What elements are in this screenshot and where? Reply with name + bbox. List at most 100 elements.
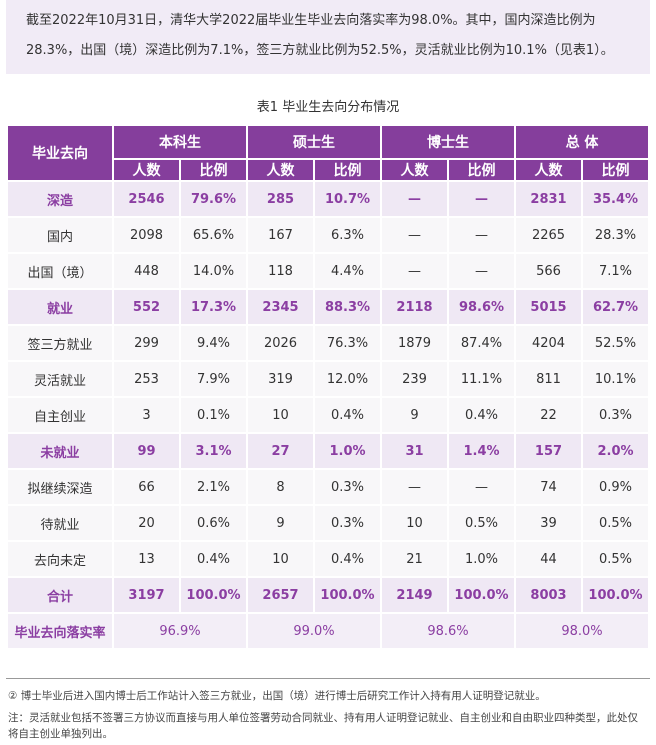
table-cell: 0.9%	[583, 470, 648, 504]
row-header: 毕业去向	[8, 126, 112, 180]
category-row: 未就业 99 3.1% 27 1.0% 31 1.4% 157 2.0%	[8, 434, 648, 468]
footnote: ② 博士毕业后进入国内博士后工作站计入签三方就业，出国（境）进行博士后研究工作计…	[8, 690, 546, 702]
table-row: 待就业 20 0.6% 9 0.3% 10 0.5% 39 0.5%	[8, 506, 648, 540]
divider	[6, 678, 650, 679]
table-cell: 0.3%	[583, 398, 648, 432]
table-cell: 1.0%	[315, 434, 380, 468]
table-cell: 319	[248, 362, 313, 396]
table-cell: —	[382, 218, 447, 252]
table-cell: 2265	[516, 218, 581, 252]
table-row: 去向未定 13 0.4% 10 0.4% 21 1.0% 44 0.5%	[8, 542, 648, 576]
row-label: 去向未定	[8, 542, 112, 576]
table-cell: 4204	[516, 326, 581, 360]
row-label: 未就业	[8, 434, 112, 468]
table-cell: 4.4%	[315, 254, 380, 288]
row-label: 自主创业	[8, 398, 112, 432]
group-header: 博士生	[382, 126, 514, 158]
table-cell: 14.0%	[181, 254, 246, 288]
table-cell: 98.6%	[449, 290, 514, 324]
table-cell: 285	[248, 182, 313, 216]
table-cell: 6.3%	[315, 218, 380, 252]
table-cell: 10	[248, 542, 313, 576]
table-row: 自主创业 3 0.1% 10 0.4% 9 0.4% 22 0.3%	[8, 398, 648, 432]
table-cell: 118	[248, 254, 313, 288]
graduate-destination-table: 毕业去向 本科生 硕士生 博士生 总 体 人数 比例 人数 比例 人数 比例 人数 比例 深造…	[6, 124, 650, 650]
table-cell: 8	[248, 470, 313, 504]
table-cell: 3197	[114, 578, 179, 612]
table-cell: 1879	[382, 326, 447, 360]
table-cell: 0.6%	[181, 506, 246, 540]
table-cell: —	[449, 218, 514, 252]
row-label: 待就业	[8, 506, 112, 540]
table-cell: 28.3%	[583, 218, 648, 252]
table-cell: 10	[248, 398, 313, 432]
table-cell: 253	[114, 362, 179, 396]
table-cell: 27	[248, 434, 313, 468]
table-cell: 2118	[382, 290, 447, 324]
table-cell: 13	[114, 542, 179, 576]
count-header: 人数	[248, 160, 313, 180]
table-row: 国内 2098 65.6% 167 6.3% — —2265 28.3%	[8, 218, 648, 252]
group-header: 本科生	[114, 126, 246, 158]
ratio-header: 比例	[181, 160, 246, 180]
table-cell: 2345	[248, 290, 313, 324]
table-cell: 87.4%	[449, 326, 514, 360]
table-cell: 17.3%	[181, 290, 246, 324]
ratio-header: 比例	[583, 160, 648, 180]
table-cell: 0.1%	[181, 398, 246, 432]
table-cell: —	[382, 470, 447, 504]
table-cell: —	[449, 182, 514, 216]
table-cell: 2149	[382, 578, 447, 612]
table-cell: 35.4%	[583, 182, 648, 216]
row-label: 国内	[8, 218, 112, 252]
table-cell: 20	[114, 506, 179, 540]
row-label: 深造	[8, 182, 112, 216]
table-cell: 74	[516, 470, 581, 504]
table-cell: 31	[382, 434, 447, 468]
table-cell: 65.6%	[181, 218, 246, 252]
table-cell: 2.1%	[181, 470, 246, 504]
table-cell: 44	[516, 542, 581, 576]
category-row: 深造 2546 79.6% 285 10.7% — —2831 35.4%	[8, 182, 648, 216]
placement-rate-row: 毕业去向落实率 96.9% 99.0% 98.6% 98.0%	[8, 614, 648, 648]
table-cell: 7.1%	[583, 254, 648, 288]
table-cell: 100.0%	[315, 578, 380, 612]
table-cell: 100.0%	[583, 578, 648, 612]
table-cell: 0.4%	[449, 398, 514, 432]
table-cell: —	[449, 254, 514, 288]
table-cell: 10.1%	[583, 362, 648, 396]
table-cell: 100.0%	[449, 578, 514, 612]
table-cell: 167	[248, 218, 313, 252]
table-cell: 0.3%	[315, 470, 380, 504]
table-cell: 3.1%	[181, 434, 246, 468]
row-label: 出国（境）	[8, 254, 112, 288]
table-cell: 88.3%	[315, 290, 380, 324]
table-cell: 9	[248, 506, 313, 540]
row-label: 灵活就业	[8, 362, 112, 396]
table-cell: 2831	[516, 182, 581, 216]
table-cell: 8003	[516, 578, 581, 612]
count-header: 人数	[382, 160, 447, 180]
table-cell: 10.7%	[315, 182, 380, 216]
table-cell: 552	[114, 290, 179, 324]
group-header: 总 体	[516, 126, 648, 158]
table-row: 签三方就业 299 9.4% 2026 76.3% 1879 87.4% 4204 52.5%	[8, 326, 648, 360]
table-cell: 2.0%	[583, 434, 648, 468]
row-label: 毕业去向落实率	[8, 614, 112, 648]
table-cell: 0.4%	[181, 542, 246, 576]
table-cell: 0.3%	[315, 506, 380, 540]
count-header: 人数	[516, 160, 581, 180]
table-caption: 表1 毕业生去向分布情况	[256, 100, 400, 115]
table-cell: 99	[114, 434, 179, 468]
table-cell: 1.0%	[449, 542, 514, 576]
table-cell: —	[449, 470, 514, 504]
rate-value: 96.9%	[114, 614, 246, 648]
table-cell: 239	[382, 362, 447, 396]
table-row: 出国（境） 448 14.0% 118 4.4% — —566 7.1%	[8, 254, 648, 288]
rate-value: 99.0%	[248, 614, 380, 648]
table-cell: 2026	[248, 326, 313, 360]
table-cell: 0.5%	[583, 542, 648, 576]
ratio-header: 比例	[315, 160, 380, 180]
table-cell: —	[382, 182, 447, 216]
table-cell: 21	[382, 542, 447, 576]
